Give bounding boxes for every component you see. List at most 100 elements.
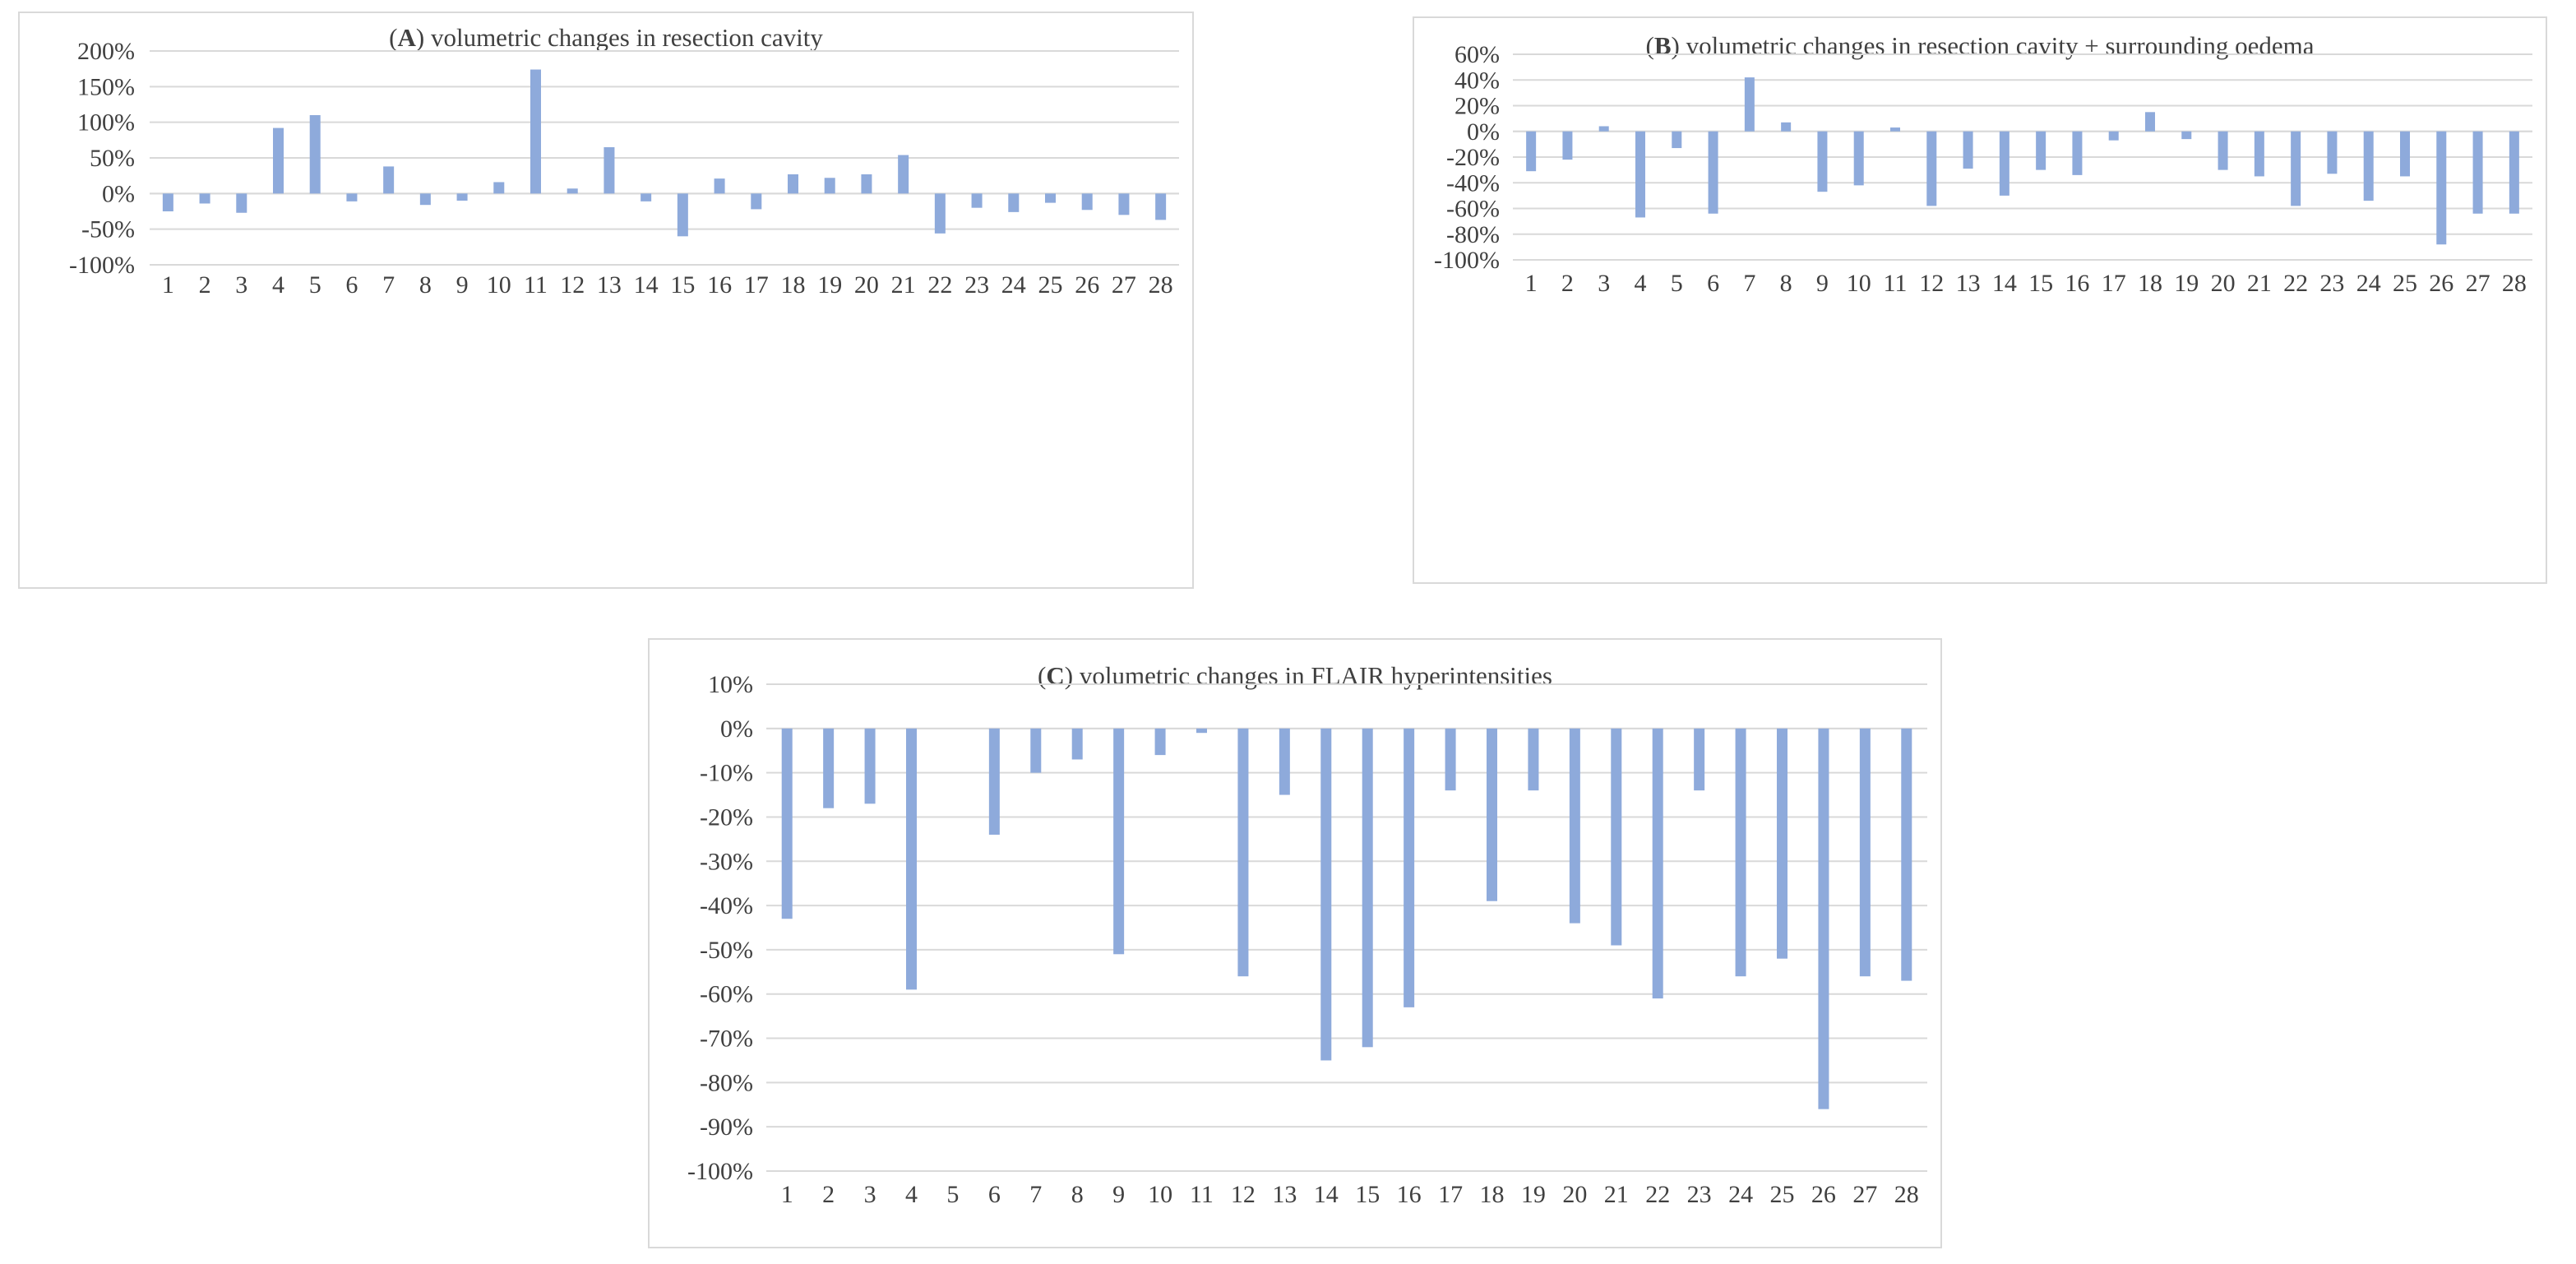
chart-b-xtick-label: 3 bbox=[1598, 270, 1610, 297]
chart-c-xtick-label: 7 bbox=[1029, 1181, 1042, 1208]
chart-a-xtick-label: 7 bbox=[382, 271, 395, 299]
chart-c-bar-25 bbox=[1777, 728, 1787, 959]
chart-b-xtick-label: 26 bbox=[2429, 270, 2453, 297]
chart-c-svg: (C) volumetric changes in FLAIR hyperint… bbox=[687, 661, 1927, 1208]
chart-a-xtick-label: 28 bbox=[1149, 271, 1173, 299]
chart-a-xtick-label: 17 bbox=[744, 271, 769, 299]
chart-a-title: (A) volumetric changes in resection cavi… bbox=[389, 23, 823, 52]
chart-c-xtick-label: 27 bbox=[1852, 1181, 1877, 1208]
chart-c-bar-2 bbox=[823, 728, 835, 808]
chart-b-bar-23 bbox=[2327, 131, 2338, 174]
chart-c-xtick-label: 18 bbox=[1480, 1181, 1505, 1208]
chart-c-bar-8 bbox=[1071, 728, 1083, 760]
chart-c-xtick-label: 25 bbox=[1770, 1181, 1795, 1208]
chart-c-xtick-label: 15 bbox=[1355, 1181, 1380, 1208]
chart-b-xtick-label: 23 bbox=[2319, 270, 2344, 297]
chart-b-xtick-label: 16 bbox=[2065, 270, 2089, 297]
chart-a-xtick-label: 4 bbox=[272, 271, 284, 299]
chart-c-ytick-label: 0% bbox=[720, 715, 753, 743]
chart-a-bar-23 bbox=[971, 193, 983, 208]
chart-b-svg: (B) volumetric changes in resection cavi… bbox=[1434, 31, 2532, 297]
chart-b-bar-10 bbox=[1853, 131, 1864, 186]
chart-b-xtick-label: 9 bbox=[1816, 270, 1829, 297]
chart-a-bar-10 bbox=[493, 182, 505, 194]
chart-b-bar-13 bbox=[1963, 131, 1973, 169]
chart-a-xtick-label: 6 bbox=[345, 271, 358, 299]
chart-c-bar-19 bbox=[1528, 728, 1539, 791]
chart-c-xtick-label: 17 bbox=[1438, 1181, 1463, 1208]
chart-b-bar-19 bbox=[2181, 131, 2192, 140]
chart-a-xtick-label: 20 bbox=[854, 271, 879, 299]
chart-a-bar-6 bbox=[346, 193, 358, 201]
chart-b-ytick-label: 40% bbox=[1454, 67, 1500, 94]
chart-b-ytick-label: -60% bbox=[1446, 196, 1500, 223]
chart-c-bar-21 bbox=[1611, 728, 1622, 946]
chart-a-bar-5 bbox=[309, 115, 321, 194]
chart-a-xtick-label: 14 bbox=[634, 271, 659, 299]
chart-a-ytick-label: 50% bbox=[90, 145, 135, 172]
chart-b-xtick-label: 20 bbox=[2211, 270, 2236, 297]
chart-a-xtick-label: 2 bbox=[199, 271, 211, 299]
chart-b-bar-3 bbox=[1598, 126, 1609, 132]
chart-a-bar-17 bbox=[751, 193, 762, 210]
chart-a-bar-14 bbox=[641, 193, 652, 201]
chart-b-xtick-label: 14 bbox=[1992, 270, 2017, 297]
chart-b-xtick-label: 8 bbox=[1780, 270, 1792, 297]
chart-a-bar-9 bbox=[456, 193, 468, 201]
chart-c-ytick-label: -70% bbox=[700, 1026, 753, 1053]
chart-c-xtick-label: 14 bbox=[1314, 1181, 1339, 1208]
chart-c-bar-24 bbox=[1735, 728, 1746, 977]
chart-a-bar-12 bbox=[567, 188, 578, 194]
chart-c-xtick-label: 19 bbox=[1521, 1181, 1546, 1208]
chart-b-ytick-label: -40% bbox=[1446, 169, 1500, 197]
chart-c-bar-4 bbox=[906, 728, 917, 990]
chart-a-bar-2 bbox=[199, 193, 210, 204]
chart-a-xtick-label: 22 bbox=[927, 271, 952, 299]
chart-c-xtick-label: 12 bbox=[1231, 1181, 1256, 1208]
chart-c-bar-12 bbox=[1237, 728, 1249, 977]
chart-c-xtick-label: 1 bbox=[781, 1181, 793, 1208]
chart-b-bar-24 bbox=[2363, 131, 2374, 201]
chart-c-xtick-label: 20 bbox=[1562, 1181, 1587, 1208]
chart-a-xtick-label: 11 bbox=[524, 271, 548, 299]
chart-c-xtick-label: 11 bbox=[1190, 1181, 1214, 1208]
chart-c-xtick-label: 6 bbox=[988, 1181, 1001, 1208]
chart-a-ytick-label: 100% bbox=[77, 109, 135, 137]
chart-b-xtick-label: 10 bbox=[1847, 270, 1871, 297]
chart-a-xtick-label: 16 bbox=[707, 271, 732, 299]
chart-c-xtick-label: 28 bbox=[1894, 1181, 1919, 1208]
chart-b-bar-6 bbox=[1708, 131, 1718, 214]
chart-c-bar-13 bbox=[1279, 728, 1290, 795]
chart-c-xtick-label: 5 bbox=[946, 1181, 959, 1208]
chart-b-xtick-label: 2 bbox=[1561, 270, 1574, 297]
chart-c-xtick-label: 3 bbox=[864, 1181, 876, 1208]
chart-c-ytick-label: -20% bbox=[700, 803, 753, 831]
chart-c-bar-7 bbox=[1030, 728, 1042, 773]
chart-b-xtick-label: 27 bbox=[2466, 270, 2490, 297]
chart-c-xtick-label: 13 bbox=[1272, 1181, 1297, 1208]
chart-b-bar-22 bbox=[2291, 131, 2301, 206]
chart-b-bar-12 bbox=[1926, 131, 1937, 206]
chart-a-bar-20 bbox=[861, 174, 872, 194]
chart-a-xtick-label: 13 bbox=[597, 271, 622, 299]
chart-b-bar-15 bbox=[2036, 131, 2046, 170]
chart-b-bar-1 bbox=[1526, 131, 1537, 172]
chart-a-ytick-label: 0% bbox=[102, 180, 135, 207]
chart-c-bar-10 bbox=[1154, 728, 1166, 756]
chart-c-bar-16 bbox=[1404, 728, 1415, 1007]
chart-a-bar-1 bbox=[162, 193, 173, 211]
chart-b-ytick-label: -20% bbox=[1446, 144, 1500, 171]
chart-c-xtick-label: 9 bbox=[1112, 1181, 1125, 1208]
chart-b-xtick-label: 25 bbox=[2393, 270, 2417, 297]
chart-b-bar-27 bbox=[2472, 131, 2483, 214]
chart-c-xtick-label: 8 bbox=[1071, 1181, 1084, 1208]
chart-b-bar-2 bbox=[1562, 131, 1573, 160]
chart-a-xtick-label: 18 bbox=[781, 271, 806, 299]
chart-b-bar-28 bbox=[2509, 131, 2519, 214]
chart-a-xtick-label: 8 bbox=[419, 271, 432, 299]
chart-b-xtick-label: 13 bbox=[1956, 270, 1981, 297]
chart-b-xtick-label: 6 bbox=[1707, 270, 1719, 297]
chart-c-bar-14 bbox=[1320, 728, 1332, 1061]
chart-b-xtick-label: 24 bbox=[2356, 270, 2381, 297]
chart-c-xtick-label: 21 bbox=[1604, 1181, 1629, 1208]
